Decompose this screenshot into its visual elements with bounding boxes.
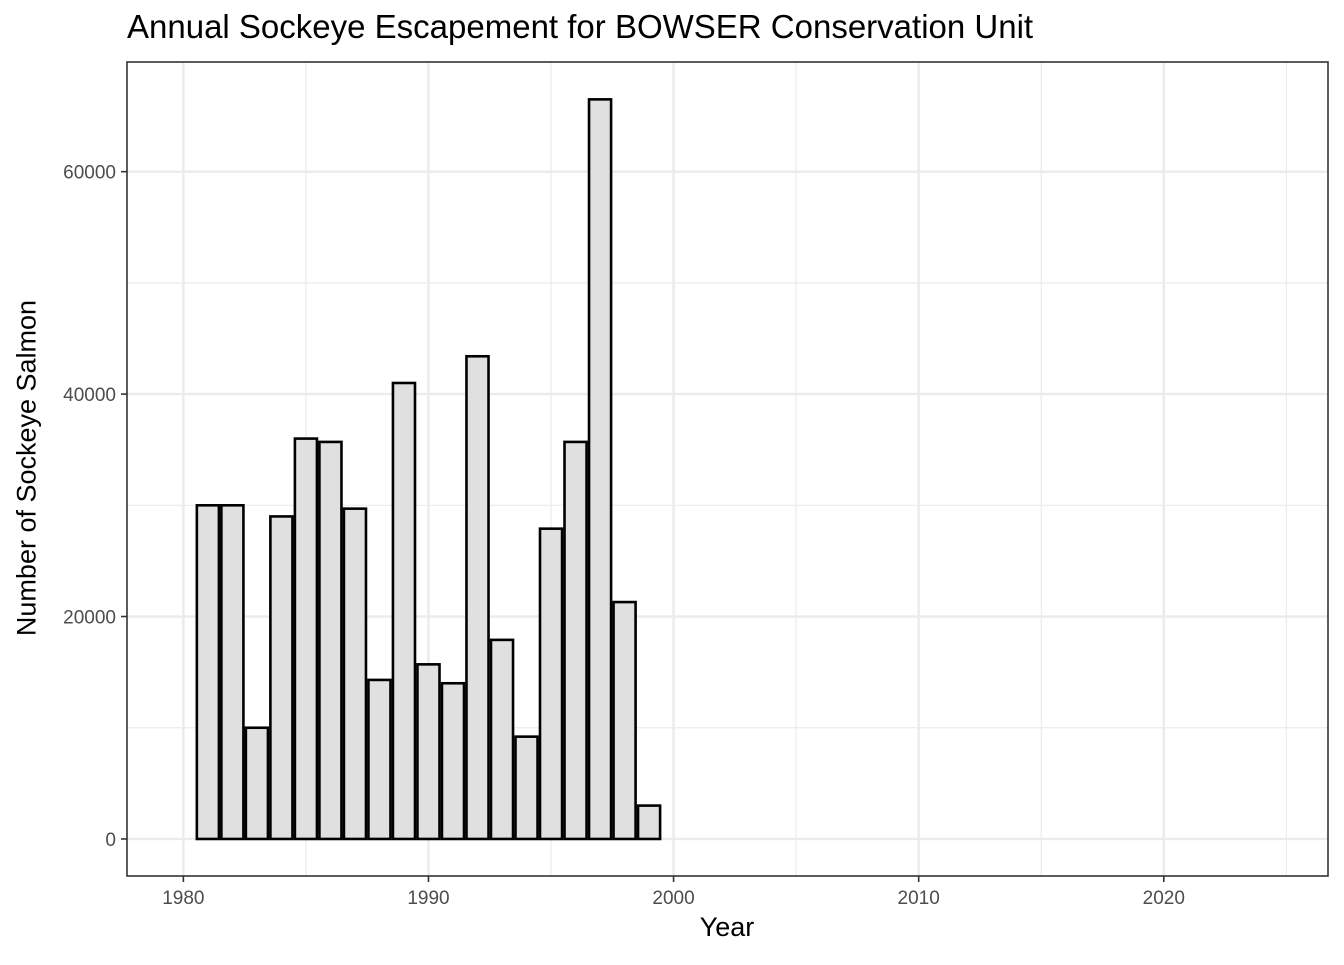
bar-1994 — [514, 735, 539, 841]
x-tick-label: 1990 — [407, 888, 449, 909]
bar-1983 — [244, 726, 270, 841]
x-axis-title: Year — [699, 912, 755, 942]
bar-1999 — [636, 804, 662, 841]
bar-1998 — [612, 600, 637, 841]
bar-1992 — [465, 354, 490, 841]
bar-1987 — [342, 507, 368, 841]
x-tick-label: 1980 — [162, 888, 204, 909]
y-tick-label: 0 — [105, 830, 116, 851]
x-tick-label: 2010 — [898, 888, 940, 909]
chart-title: Annual Sockeye Escapement for BOWSER Con… — [127, 8, 1034, 45]
bar-1989 — [391, 381, 417, 841]
bar-1984 — [269, 515, 294, 841]
bar-1986 — [318, 440, 343, 841]
y-tick-label: 20000 — [63, 608, 116, 629]
panel-border — [126, 61, 1329, 877]
y-tick-label: 60000 — [63, 163, 116, 184]
bar-1981 — [195, 504, 221, 841]
bar-1997 — [587, 98, 613, 841]
bar-1988 — [367, 678, 392, 841]
bar-1991 — [440, 681, 466, 841]
bar-1995 — [538, 527, 564, 841]
x-tick-label: 2020 — [1143, 888, 1185, 909]
bar-1982 — [220, 504, 245, 841]
bar-1996 — [563, 440, 588, 841]
x-tick-label: 2000 — [652, 888, 694, 909]
bar-1985 — [293, 437, 319, 841]
bar-1990 — [416, 663, 441, 841]
y-tick-label: 40000 — [63, 385, 116, 406]
y-axis-title: Number of Sockeye Salmon — [11, 299, 42, 637]
bar-1993 — [489, 638, 515, 841]
